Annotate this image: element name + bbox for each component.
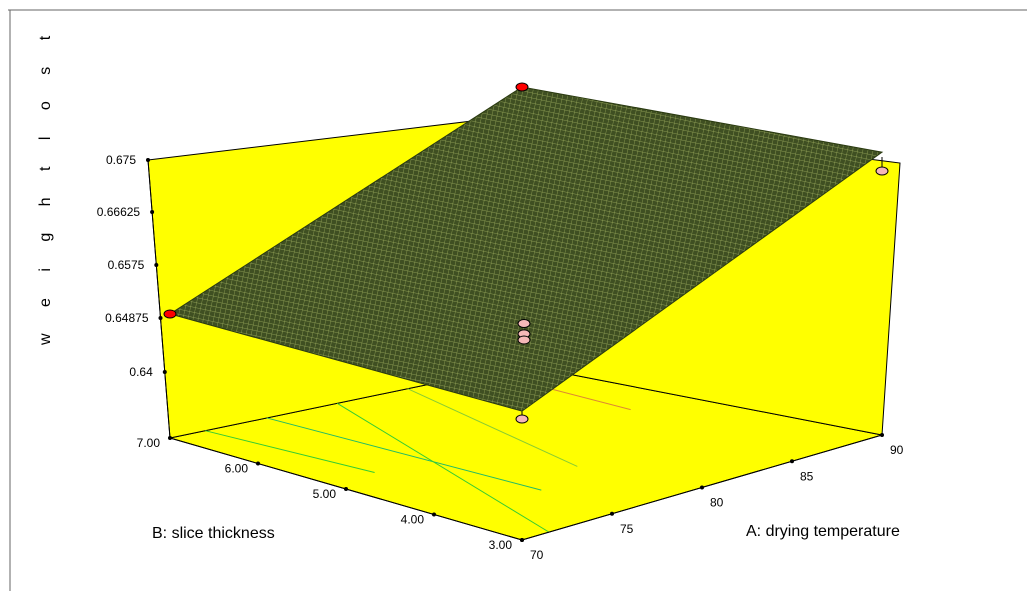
x-tick-label: 90 bbox=[890, 443, 904, 457]
y-tick-label: 6.00 bbox=[225, 462, 249, 476]
z-tick-mark bbox=[154, 263, 159, 267]
x-tick-mark bbox=[610, 511, 614, 516]
floor-contour-line bbox=[266, 417, 542, 491]
x-tick-label: 85 bbox=[800, 469, 814, 483]
y-tick-mark bbox=[344, 487, 348, 491]
floor-contour-line bbox=[407, 388, 578, 467]
z-tick-mark bbox=[146, 158, 150, 162]
z-tick-mark bbox=[162, 370, 167, 374]
design-point bbox=[517, 335, 531, 345]
design-point bbox=[875, 166, 889, 176]
design-point bbox=[163, 309, 177, 319]
x-tick-mark bbox=[880, 433, 884, 437]
y-tick-label: 4.00 bbox=[401, 513, 425, 527]
y-tick-label: 5.00 bbox=[313, 487, 337, 501]
x-tick-label: 75 bbox=[620, 522, 634, 536]
y-tick-label: 3.00 bbox=[489, 538, 513, 552]
y-tick-mark bbox=[432, 512, 436, 517]
z-tick-label: 0.66625 bbox=[97, 205, 141, 219]
z-axis-title: w e i g h t l o s t bbox=[37, 25, 54, 346]
z-tick-label: 0.64 bbox=[129, 365, 153, 379]
y-axis-title: B: slice thickness bbox=[152, 525, 275, 542]
floor-contour-line bbox=[336, 402, 550, 533]
y-tick-mark bbox=[256, 461, 260, 466]
x-tick-mark bbox=[520, 538, 524, 542]
z-tick-mark bbox=[158, 316, 163, 320]
z-tick-label: 0.64875 bbox=[105, 311, 149, 325]
y-tick-mark bbox=[168, 436, 172, 440]
x-axis-ticks: 70 75 80 85 90 bbox=[520, 433, 904, 562]
design-point bbox=[515, 414, 529, 424]
x-tick-label: 70 bbox=[530, 548, 544, 562]
z-axis-line bbox=[147, 159, 171, 439]
z-tick-label: 0.675 bbox=[106, 153, 136, 167]
z-tick-label: 0.6575 bbox=[108, 258, 145, 272]
z-axis-ticks: 0.64 0.64875 0.6575 0.66625 0.675 bbox=[97, 153, 167, 379]
floor-contours bbox=[205, 371, 631, 533]
x-tick-mark bbox=[790, 459, 794, 464]
y-axis-ticks: 3.00 4.00 5.00 6.00 7.00 bbox=[137, 436, 524, 552]
x-axis-title: A: drying temperature bbox=[746, 523, 900, 540]
x-tick-label: 80 bbox=[710, 496, 724, 510]
y-tick-label: 7.00 bbox=[137, 436, 161, 450]
design-point bbox=[517, 319, 531, 329]
z-tick-mark bbox=[150, 210, 155, 214]
floor-contour-line bbox=[205, 430, 375, 474]
design-points bbox=[163, 82, 889, 424]
design-point bbox=[515, 82, 529, 92]
x-tick-mark bbox=[700, 485, 704, 490]
